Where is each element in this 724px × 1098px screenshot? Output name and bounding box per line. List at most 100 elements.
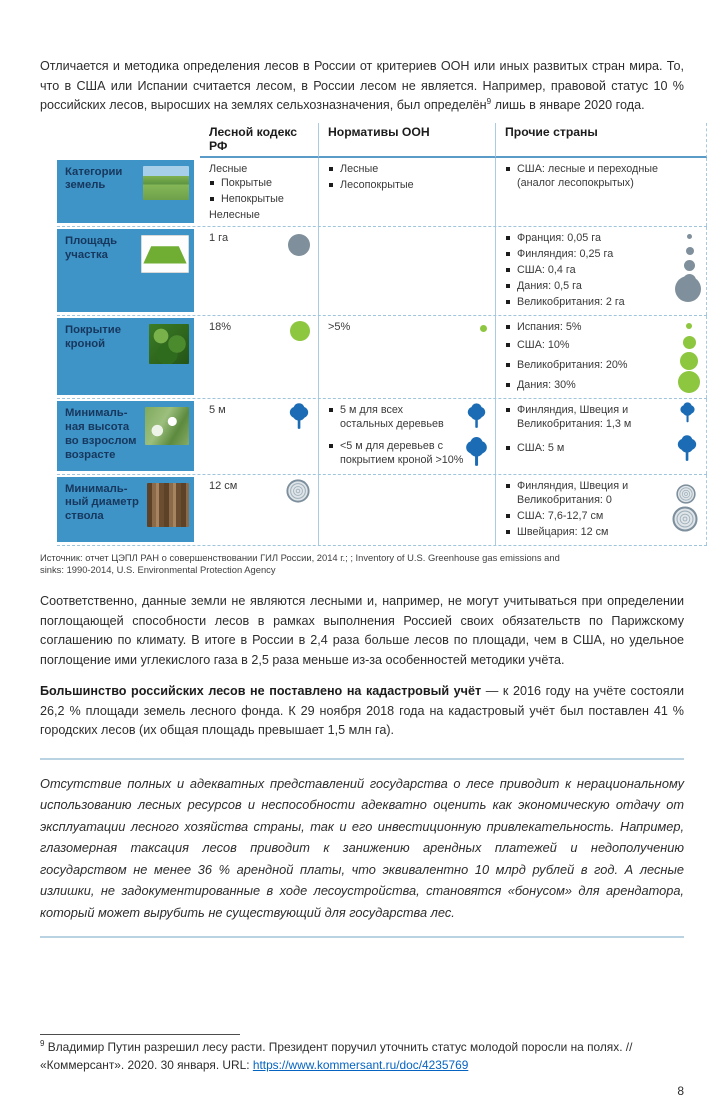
row-label-text: Категории земель [65, 165, 123, 192]
footnote-separator [40, 1034, 240, 1036]
cell-other-crown-cover: Испания: 5% США: 10% Великобритания: 20%… [495, 316, 707, 399]
cell-un-min-trunk [318, 474, 495, 545]
list-item: Финляндия: 0,25 га [517, 248, 614, 261]
table-row-plot-area: Площадь участка 1 га Франция: 0,05 га Фи… [57, 227, 707, 317]
list-item: Великобритания: 20% [517, 359, 628, 372]
page-number: 8 [677, 1083, 684, 1098]
cover-circle-icon [683, 336, 696, 350]
col-header-other-countries: Прочие страны [495, 122, 707, 158]
bullet-icon [506, 268, 510, 273]
row-label-min-height: Минималь-ная высота во взрослом возрасте [57, 401, 194, 471]
cell-un-crown-cover: >5% [318, 316, 495, 399]
plot-diagram [141, 235, 189, 274]
trunks-photo [147, 482, 189, 527]
value-text: 18% [209, 321, 232, 334]
bullet-icon [506, 325, 510, 330]
cell-rf-crown-cover: 18% [200, 316, 318, 398]
cell-rf-plot-area: 1 га [200, 227, 318, 315]
row-label-min-trunk-diameter: Минималь-ный диаметр ствола [57, 476, 194, 542]
table-row-min-height: Минималь-ная высота во взрослом возрасте… [57, 399, 707, 475]
row-label-crown-cover: Покрытие кроной [57, 318, 194, 396]
list-item: Франция: 0,05 га [517, 232, 601, 245]
tree-icon [466, 437, 487, 467]
table-header-row: Лесной кодекс РФ Нормативы ООН Прочие ст… [57, 122, 707, 158]
cell-un-plot-area [318, 227, 495, 316]
row-label-text: Покрытие кроной [65, 324, 121, 351]
cover-circle-icon [686, 323, 692, 330]
list-item: Непокрытые [221, 192, 284, 205]
footnote: 9 Владимир Путин разрешил лесу расти. Пр… [40, 1039, 684, 1075]
bullet-icon [329, 444, 333, 449]
value-text: 12 см [209, 479, 238, 492]
forest-definition-table: Лесной кодекс РФ Нормативы ООН Прочие ст… [57, 122, 707, 546]
intro-paragraph: Отличается и методика определения лесов … [40, 57, 684, 116]
list-item: США: 5 м [517, 442, 565, 455]
bullet-icon [329, 166, 333, 171]
value-text: >5% [328, 321, 351, 334]
area-circle-icon [288, 234, 310, 257]
list-item: Лесопокрытые [340, 178, 414, 191]
list-item: Финляндия, Швеция и Великобритания: 1,3 … [517, 404, 632, 431]
cover-circle-icon [480, 325, 487, 333]
tree-icon [680, 402, 695, 423]
col-header-un-norms: Нормативы ООН [318, 122, 495, 158]
plot-shape [143, 246, 187, 264]
cell-rf-min-trunk: 12 см [200, 475, 318, 545]
list-item: <5 м для деревьев с покрытием кроной >10… [340, 440, 464, 467]
row-label-plot-area: Площадь участка [57, 229, 194, 313]
list-item: США: 7,6-12,7 см [517, 509, 604, 522]
cell-un-land-categories: Лесные Лесопокрытые [318, 157, 495, 227]
bullet-icon [506, 166, 510, 171]
col-header-rf-code: Лесной кодекс РФ [200, 123, 318, 158]
list-item: Лесные [340, 162, 379, 175]
table-row-land-categories: Категории земель Лесные Покрытые Непокры… [57, 157, 707, 228]
list-item: США: лесные и переходные (аналог лесопок… [517, 162, 659, 189]
footnote-link[interactable]: https://www.kommersant.ru/doc/4235769 [252, 1057, 469, 1072]
cover-circle-icon [680, 352, 698, 371]
cell-un-min-height: 5 м для всех остальных деревьев <5 м для… [318, 399, 495, 474]
bold-lead: Большинство российских лесов не поставле… [40, 684, 482, 699]
tree-ring-icon [672, 505, 698, 532]
divider-line [40, 936, 684, 939]
bullet-icon [506, 252, 510, 257]
area-circle-icon [687, 234, 692, 240]
row-label-text: Минималь-ный диаметр ствола [65, 482, 139, 523]
value-text: 5 м [209, 404, 226, 417]
cell-other-min-trunk: Финляндия, Швеция и Великобритания: 0 СШ… [495, 474, 707, 545]
cell-rf-min-height: 5 м [200, 399, 318, 473]
tree-icon [677, 435, 697, 462]
bullet-icon [506, 529, 510, 534]
row-label-text: Минималь-ная высота во взрослом возрасте [65, 407, 137, 461]
source-note: Источник: отчет ЦЭПЛ РАН о совершенствов… [40, 551, 560, 576]
tree-icon [467, 403, 486, 429]
list-item: Покрытые [221, 176, 272, 189]
list-item: Нелесные [209, 208, 260, 221]
footnote-marker[interactable]: 9 [486, 96, 492, 106]
list-item: Финляндия, Швеция и Великобритания: 0 [517, 479, 629, 506]
table-row-min-trunk-diameter: Минималь-ный диаметр ствола 12 см Финлян… [57, 474, 707, 546]
bullet-icon [506, 236, 510, 241]
bullet-icon [506, 408, 510, 413]
cover-circle-icon [678, 371, 700, 394]
divider-line [40, 757, 684, 760]
area-circle-icon [675, 276, 701, 303]
list-item: Дания: 0,5 га [517, 280, 582, 293]
row-label-text: Площадь участка [65, 235, 118, 261]
intro-text: Отличается и методика определения лесов … [40, 59, 684, 113]
paragraph-sequestration: Соответственно, данные земли не являются… [40, 594, 684, 667]
value-text: 1 га [209, 232, 229, 245]
list-item: Испания: 5% [517, 321, 582, 334]
list-item: Великобритания: 2 га [517, 296, 625, 309]
bullet-icon [506, 284, 510, 289]
bullet-icon [506, 483, 510, 488]
row-label-land-categories: Категории земель [57, 159, 194, 224]
list-item: Дания: 30% [517, 379, 576, 392]
canopy-photo [149, 324, 189, 365]
cell-rf-land-categories: Лесные Покрытые Непокрытые Нелесные [200, 158, 318, 227]
bullet-icon [210, 196, 214, 201]
cell-other-land-categories: США: лесные и переходные (аналог лесопок… [495, 157, 707, 227]
intro-text-end: лишь в январе 2020 года. [491, 98, 645, 113]
list-item: Швейцария: 12 см [517, 525, 609, 538]
bullet-icon [506, 446, 510, 451]
